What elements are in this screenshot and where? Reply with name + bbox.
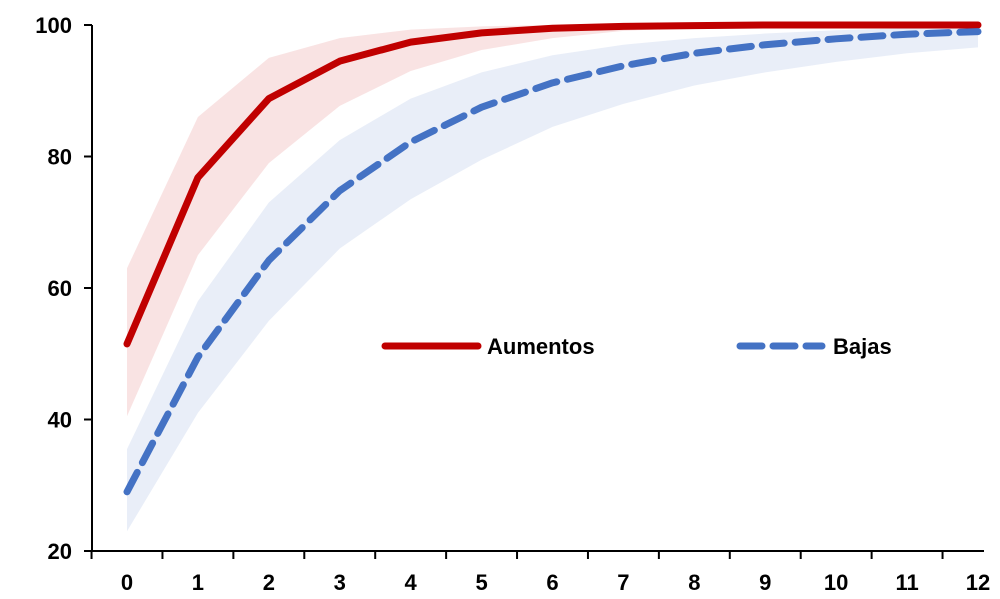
- confidence-bands: [127, 25, 978, 532]
- x-tick-label-9: 9: [759, 570, 771, 595]
- y-tick-label-40: 40: [48, 408, 72, 433]
- x-tick-label-0: 0: [121, 570, 133, 595]
- x-tick-label-1: 1: [192, 570, 204, 595]
- x-tick-label-12: 12: [966, 570, 990, 595]
- legend: Aumentos Bajas: [381, 334, 892, 359]
- y-tick-label-60: 60: [48, 276, 72, 301]
- x-tick-label-2: 2: [263, 570, 275, 595]
- x-tick-label-8: 8: [688, 570, 700, 595]
- x-tick-label-10: 10: [824, 570, 848, 595]
- x-tick-label-11: 11: [895, 570, 918, 595]
- y-tick-label-80: 80: [48, 145, 72, 170]
- y-tick-label-100: 100: [35, 13, 72, 38]
- legend-label-aumentos: Aumentos: [487, 334, 595, 359]
- series-lines: [123, 21, 982, 496]
- y-tick-label-20: 20: [48, 539, 72, 564]
- x-tick-label-3: 3: [334, 570, 346, 595]
- x-tick-label-5: 5: [475, 570, 487, 595]
- band-bajas: [127, 26, 978, 532]
- series-line-aumentos: [123, 21, 982, 348]
- x-tick-label-6: 6: [546, 570, 558, 595]
- series-line-bajas: [123, 28, 982, 496]
- x-tick-label-7: 7: [617, 570, 629, 595]
- x-tick-label-4: 4: [405, 570, 418, 595]
- legend-label-bajas: Bajas: [833, 334, 892, 359]
